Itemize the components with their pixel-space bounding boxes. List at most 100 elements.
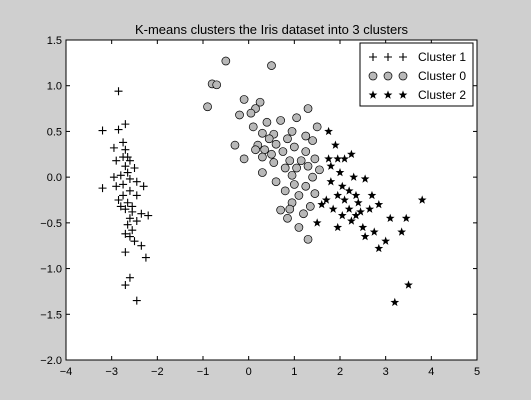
star-point	[324, 126, 333, 136]
y-tick-label: 1.0	[47, 81, 62, 93]
plus-point	[116, 202, 125, 211]
plus-point	[125, 273, 134, 282]
plus-point	[109, 143, 118, 152]
plus-point	[130, 164, 139, 172]
circle-point	[294, 223, 304, 232]
plus-point	[128, 226, 137, 235]
circle-point	[269, 158, 279, 167]
y-tick-label: −1.5	[40, 309, 62, 321]
star-point	[333, 190, 343, 200]
plus-point	[125, 174, 134, 183]
legend-circle-marker	[398, 71, 408, 81]
star-point	[353, 198, 363, 207]
x-tick-label: −4	[60, 366, 73, 378]
circle-point	[283, 134, 292, 144]
y-axis: 1.5 1.0 0.5 0.0 −0.5 −1.0 −1.5 −2.0	[40, 35, 477, 367]
circle-point	[310, 189, 320, 198]
legend-box	[359, 42, 474, 107]
circle-point	[221, 56, 231, 66]
legend-circle-marker	[368, 71, 378, 81]
x-axis: −4 −3 −2 −1 0 1 2 3 4 5	[60, 40, 480, 378]
y-tick-label: 0.0	[47, 172, 62, 184]
star-point	[365, 204, 375, 213]
plus-point	[125, 156, 134, 165]
circle-point	[278, 147, 288, 156]
legend-plus-marker	[384, 53, 392, 61]
circle-point	[299, 209, 308, 219]
legend-star-marker	[398, 90, 408, 99]
plus-point	[121, 229, 130, 238]
circle-point	[315, 165, 324, 175]
circle-point	[255, 97, 265, 107]
star-point	[351, 210, 361, 220]
circle-point	[310, 154, 320, 164]
plus-point	[123, 220, 132, 229]
circle-point	[287, 170, 297, 180]
star-point	[324, 154, 333, 163]
plus-point	[125, 232, 134, 241]
circle-point	[289, 142, 299, 152]
star-point	[360, 174, 370, 183]
circle-point	[301, 131, 311, 141]
plus-point	[132, 191, 141, 200]
plus-point	[114, 125, 123, 134]
legend-label-cluster-2: Cluster 2	[418, 88, 466, 102]
star-point	[340, 195, 349, 204]
circle-point	[230, 140, 240, 150]
plus-point	[114, 87, 123, 96]
x-tick-label: −3	[105, 366, 118, 378]
circle-point	[267, 61, 276, 70]
star-point	[374, 243, 384, 253]
circle-point	[262, 117, 272, 127]
circle-point	[285, 156, 295, 166]
circle-point	[312, 122, 322, 132]
star-point	[328, 204, 338, 213]
circle-point	[271, 177, 281, 187]
circle-point	[280, 186, 290, 196]
circle-point	[285, 204, 295, 214]
circle-point	[308, 136, 317, 145]
star-point	[347, 149, 356, 159]
circle-point	[283, 213, 292, 223]
star-point	[321, 195, 331, 204]
plus-point	[121, 120, 130, 129]
circle-point	[212, 80, 222, 90]
plus-point	[128, 207, 137, 216]
circle-point	[296, 156, 306, 166]
star-point	[349, 172, 359, 181]
chart-title: K-means clusters the Iris dataset into 3…	[135, 22, 409, 37]
star-point	[333, 222, 343, 232]
plus-point	[119, 153, 128, 162]
star-point	[397, 227, 407, 236]
star-point	[401, 213, 411, 223]
circle-point	[276, 205, 285, 215]
circle-point	[289, 180, 299, 189]
plus-point	[109, 173, 118, 182]
circle-point	[303, 234, 313, 244]
circle-point	[235, 110, 244, 120]
plus-point	[112, 156, 121, 165]
circle-point	[292, 113, 301, 123]
plus-point	[125, 214, 134, 223]
star-point	[317, 199, 327, 209]
star-point	[356, 207, 365, 216]
x-tick-label: 5	[474, 366, 480, 378]
star-point	[335, 167, 345, 177]
star-point	[367, 190, 377, 200]
star-point	[360, 231, 370, 241]
plus-point	[141, 253, 150, 262]
star-point	[351, 190, 361, 200]
plus-point	[130, 237, 139, 246]
star-point	[385, 213, 395, 223]
star-point	[390, 297, 400, 307]
plus-point	[119, 191, 128, 200]
star-point	[347, 216, 356, 225]
legend-star-marker	[383, 90, 393, 99]
circle-point	[267, 149, 276, 159]
star-point	[404, 280, 413, 289]
legend-label-cluster-0: Cluster 0	[418, 69, 466, 83]
star-point	[358, 222, 368, 232]
circle-point	[292, 163, 301, 173]
y-tick-label: −0.5	[40, 218, 62, 230]
star-point	[340, 154, 349, 163]
